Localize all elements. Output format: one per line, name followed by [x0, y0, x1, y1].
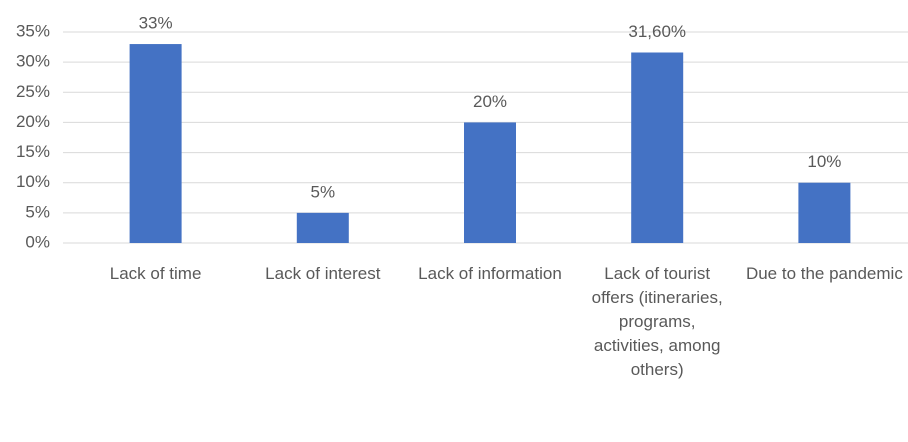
x-tick-label: Lack of information [418, 264, 562, 283]
data-label: 20% [473, 92, 507, 111]
x-tick-label: Lack of interest [265, 264, 381, 283]
x-tick-label: Due to the pandemic [745, 264, 903, 283]
y-tick-label: 15% [16, 142, 50, 161]
x-tick-label: Lack of tourist offers (itineraries, pro… [591, 264, 723, 379]
y-tick-label: 25% [16, 82, 50, 101]
x-tick-label: Lack of time [109, 264, 202, 283]
y-tick-label: 35% [16, 21, 50, 40]
bar [129, 44, 182, 243]
y-tick-label: 0% [25, 232, 50, 251]
bar [631, 52, 684, 243]
y-tick-label: 30% [16, 52, 50, 71]
bar [296, 212, 349, 243]
data-label: 10% [807, 152, 841, 171]
data-label: 33% [139, 14, 173, 33]
data-label: 31,60% [628, 22, 686, 41]
y-tick-label: 5% [25, 202, 50, 221]
bar [798, 182, 851, 243]
data-label: 5% [311, 182, 336, 201]
bar [464, 122, 516, 243]
y-tick-label: 20% [16, 112, 50, 131]
y-tick-label: 10% [16, 172, 50, 191]
